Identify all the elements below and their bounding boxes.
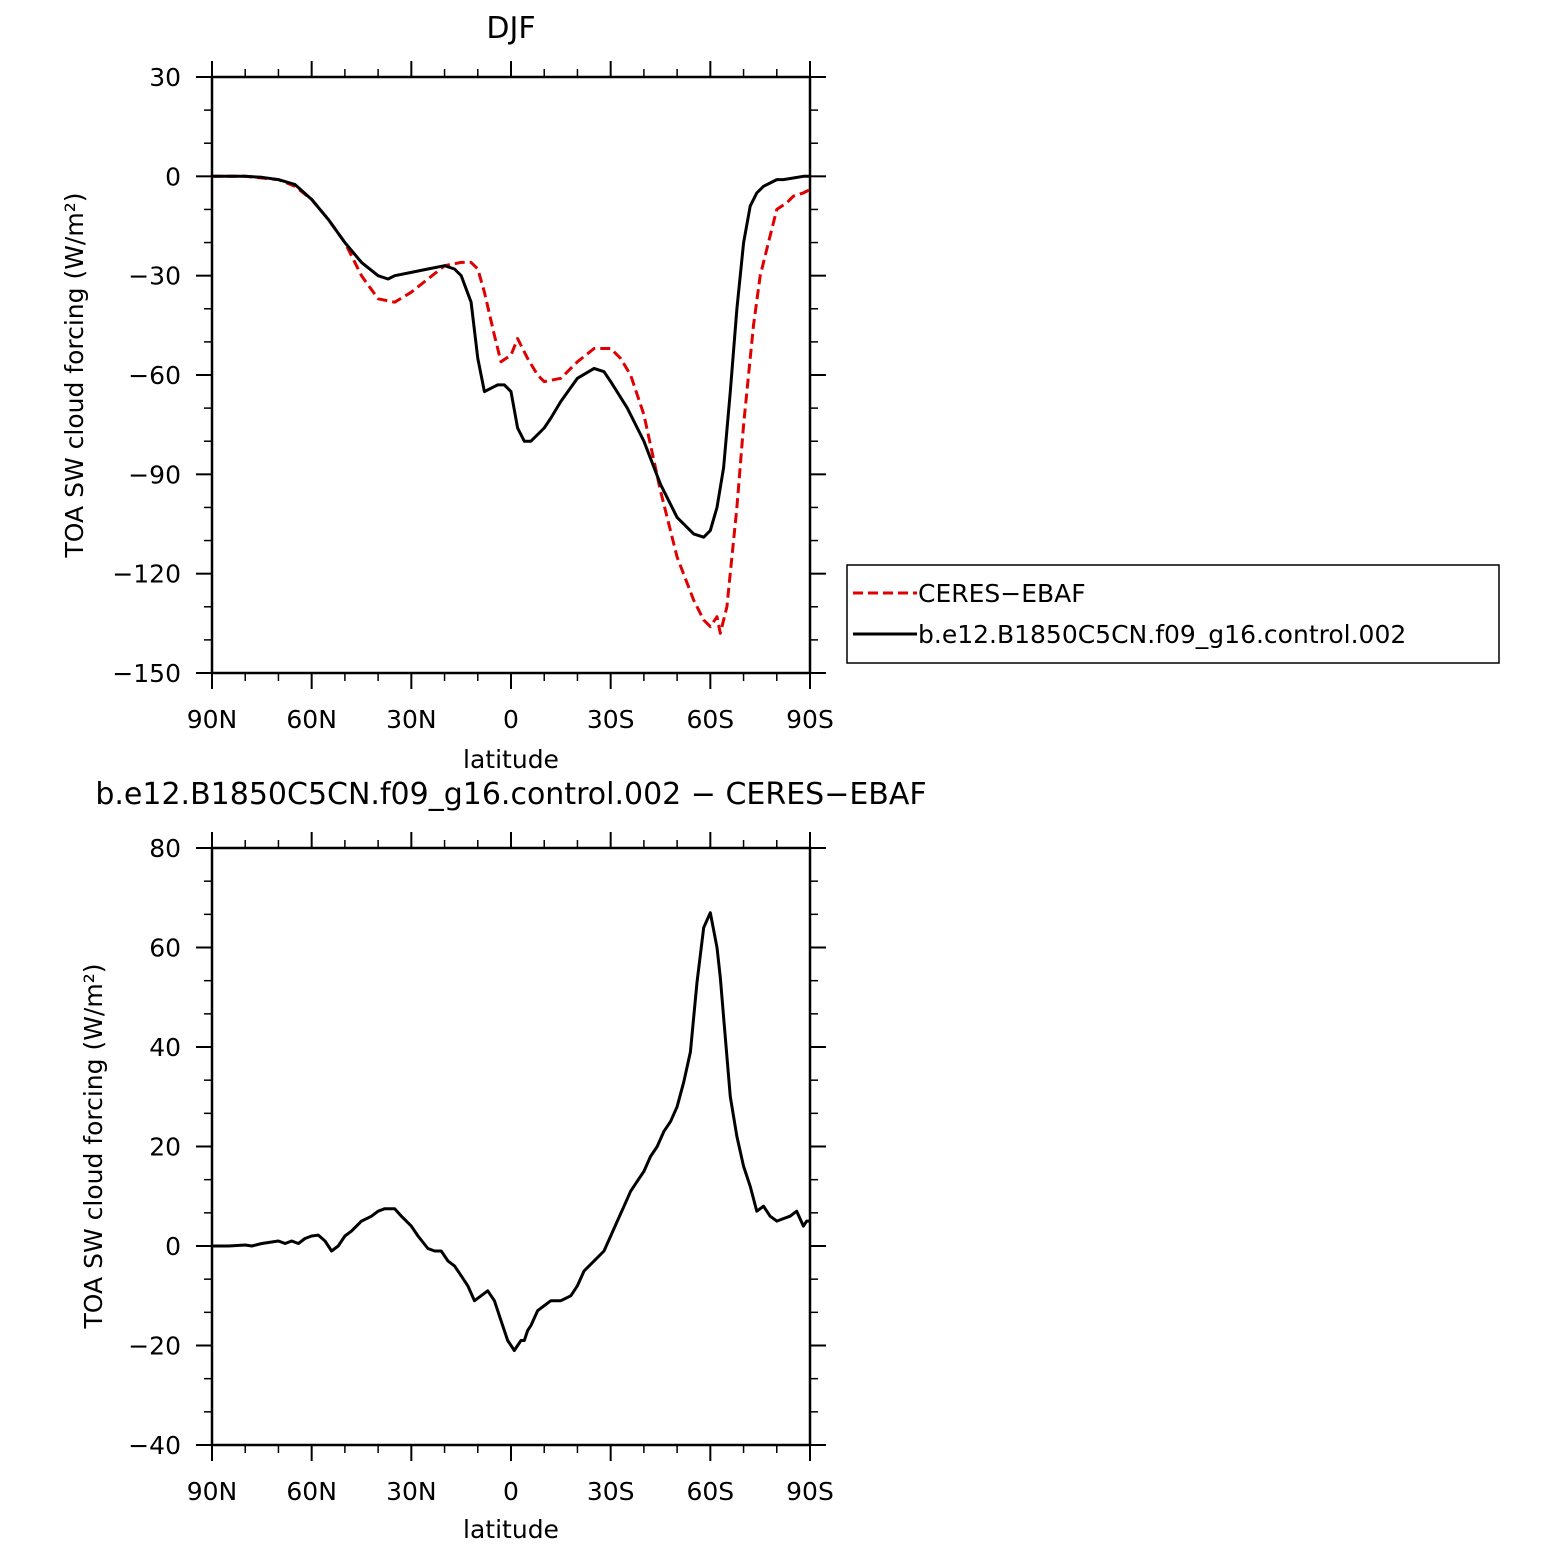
bottom-axis-ticks <box>196 832 826 1461</box>
top-tick-labels: 90N 60N 30N 0 30S 60S 90S 30 0 −30 −60 −90 −120 −150 <box>112 63 834 734</box>
top-y-tick-label: 0 <box>165 162 181 191</box>
bottom-y-axis-label: TOA SW cloud forcing (W/m²) <box>79 964 108 1330</box>
bottom-x-tick-label: 30S <box>587 1477 635 1506</box>
bottom-y-tick-label: 40 <box>149 1033 181 1062</box>
top-x-tick-label: 60N <box>286 705 337 734</box>
top-x-tick-label: 90N <box>187 705 238 734</box>
bottom-x-tick-label: 0 <box>503 1477 519 1506</box>
top-x-axis-label: latitude <box>463 745 559 774</box>
bottom-tick-labels: 90N 60N 30N 0 30S 60S 90S 80 60 40 20 0 −20 −40 <box>128 834 834 1506</box>
top-series-line-0 <box>212 174 811 635</box>
top-y-tick-label: −30 <box>128 262 181 291</box>
bottom-x-tick-label: 60N <box>286 1477 337 1506</box>
bottom-y-tick-label: −20 <box>128 1332 181 1361</box>
bottom-x-tick-label: 60S <box>686 1477 734 1506</box>
bottom-series-line-0 <box>212 911 810 1352</box>
top-chart-panel: DJF 90N 60N 30N 0 30S 60S 90S 30 0 −30 −60 −90 −120 −… <box>60 11 1500 774</box>
bottom-plot-frame <box>210 846 812 1447</box>
bottom-y-tick-label: −40 <box>128 1431 181 1460</box>
top-y-tick-label: −60 <box>128 361 181 390</box>
top-plot-frame <box>210 75 812 675</box>
top-y-axis-label: TOA SW cloud forcing (W/m²) <box>60 193 89 559</box>
legend-label-model: b.e12.B1850C5CN.f09_g16.control.002 <box>918 620 1406 649</box>
legend-label-ceres: CERES−EBAF <box>918 579 1086 608</box>
top-x-tick-label: 0 <box>503 705 519 734</box>
top-x-tick-label: 60S <box>686 705 734 734</box>
top-y-tick-label: 30 <box>149 63 181 92</box>
bottom-y-tick-label: 60 <box>149 934 181 963</box>
top-y-tick-label: −150 <box>112 659 181 688</box>
top-chart-title: DJF <box>486 11 535 46</box>
top-x-tick-label: 90S <box>786 705 834 734</box>
bottom-y-tick-label: 0 <box>165 1232 181 1261</box>
bottom-x-tick-label: 30N <box>386 1477 437 1506</box>
top-series-layer <box>212 174 811 635</box>
bottom-x-axis-label: latitude <box>463 1515 559 1544</box>
legend-box <box>846 564 1500 664</box>
bottom-chart-title: b.e12.B1850C5CN.f09_g16.control.002 − CE… <box>95 777 926 812</box>
bottom-x-tick-label: 90S <box>786 1477 834 1506</box>
top-y-tick-label: −120 <box>112 560 181 589</box>
bottom-x-tick-label: 90N <box>187 1477 238 1506</box>
top-axis-ticks <box>196 61 826 689</box>
top-chart-legend: CERES−EBAF b.e12.B1850C5CN.f09_g16.contr… <box>846 564 1500 664</box>
top-y-tick-label: −90 <box>128 460 181 489</box>
bottom-y-tick-label: 20 <box>149 1133 181 1162</box>
bottom-y-tick-label: 80 <box>149 834 181 863</box>
top-x-tick-label: 30N <box>386 705 437 734</box>
top-series-line-1 <box>212 174 810 539</box>
bottom-series-layer <box>212 911 810 1352</box>
top-x-tick-label: 30S <box>587 705 635 734</box>
bottom-chart-panel: b.e12.B1850C5CN.f09_g16.control.002 − CE… <box>79 777 927 1544</box>
